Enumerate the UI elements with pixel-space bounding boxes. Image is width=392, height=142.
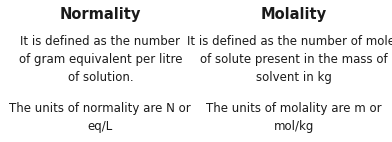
Text: Normality: Normality [60, 7, 141, 22]
Text: Molality: Molality [261, 7, 327, 22]
Text: It is defined as the number
of gram equivalent per litre
of solution.: It is defined as the number of gram equi… [18, 35, 182, 84]
Text: The units of normality are N or
eq/L: The units of normality are N or eq/L [9, 102, 191, 133]
Text: It is defined as the number of moles
of solute present in the mass of
solvent in: It is defined as the number of moles of … [187, 35, 392, 84]
Text: The units of molality are m or
mol/kg: The units of molality are m or mol/kg [206, 102, 382, 133]
